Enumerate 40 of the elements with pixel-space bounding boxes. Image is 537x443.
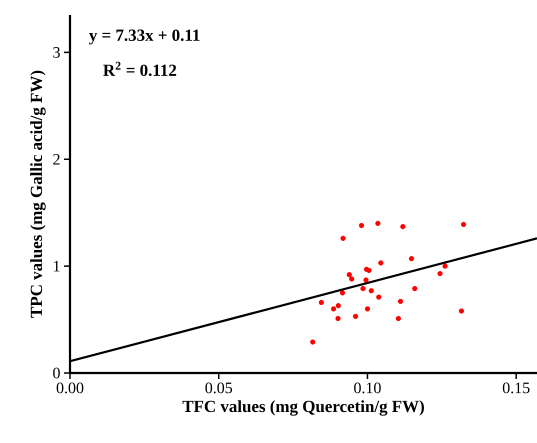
x-tick-label: 0.15 xyxy=(502,382,530,394)
text: R$^{2}$ = 0.112 xyxy=(103,62,176,76)
point xyxy=(460,222,466,228)
point xyxy=(363,277,369,283)
annotation: y = 7.33x + 0.11 xyxy=(89,30,200,44)
y-tick-label: 2 xyxy=(53,154,60,165)
point xyxy=(442,264,448,269)
point xyxy=(318,300,324,306)
point xyxy=(400,224,406,230)
x-tick-label: 0.10 xyxy=(354,382,381,394)
x-axis-title: TFC values (mg Quercetin/g FW) xyxy=(182,400,424,416)
point xyxy=(330,306,336,312)
point xyxy=(458,308,464,314)
y-tick-label: 1 xyxy=(54,260,60,272)
point xyxy=(408,256,414,262)
point xyxy=(366,268,372,273)
y-tick-label: 0 xyxy=(53,368,60,378)
point xyxy=(310,339,316,345)
point xyxy=(396,316,401,322)
x-tick-label: 0.05 xyxy=(205,382,232,394)
point xyxy=(352,314,358,319)
point xyxy=(340,290,346,296)
point xyxy=(335,316,341,322)
point xyxy=(375,220,380,226)
point xyxy=(336,303,341,308)
point xyxy=(437,271,443,276)
point xyxy=(398,298,404,304)
x-tick-label: 0.00 xyxy=(56,382,84,394)
point xyxy=(412,286,418,292)
y-tick-label: 3 xyxy=(53,47,60,58)
point xyxy=(340,236,346,241)
point xyxy=(349,276,354,282)
point xyxy=(358,222,364,228)
point xyxy=(364,306,370,312)
point xyxy=(368,288,374,294)
point xyxy=(378,260,384,266)
point xyxy=(376,294,382,300)
point xyxy=(346,272,352,278)
point xyxy=(360,286,366,292)
y-axis-title: TPC values (mg Gallic acid/g FW) xyxy=(30,70,46,318)
